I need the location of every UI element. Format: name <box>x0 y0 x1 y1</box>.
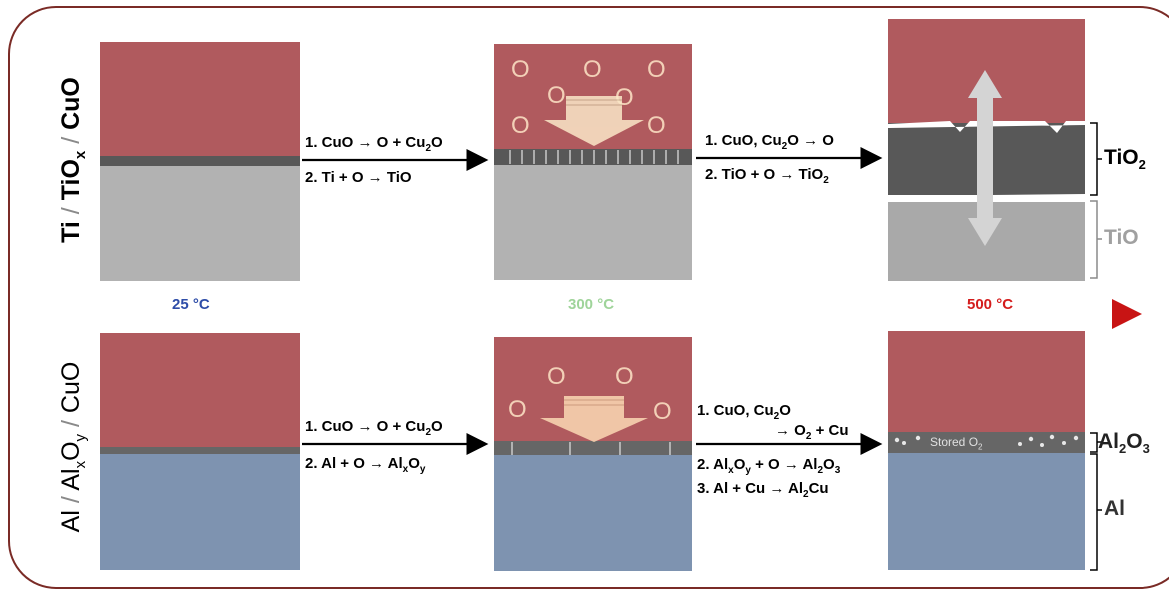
side-label-al2o3: Al2O3 <box>1098 430 1150 457</box>
bracket <box>1090 432 1102 453</box>
side-label-tio2: TiO2 <box>1104 146 1146 173</box>
bottom-stage1-cuo-layer <box>100 333 300 447</box>
oxygen-atom: O <box>647 112 666 139</box>
top-step2-eq1: 1. CuO, Cu2O → O <box>705 132 834 152</box>
top-step1-eq2: 2. Ti + O → TiO <box>305 169 412 186</box>
side-label-tio: TiO <box>1104 226 1139 249</box>
bottom-stage2-al-layer <box>494 455 692 571</box>
stored-o2-dots <box>894 434 1079 447</box>
expansion-double-arrow <box>968 70 1002 246</box>
bottom-stage1-al-layer <box>100 454 300 570</box>
diffusion-arrows <box>509 150 679 164</box>
top-stage1-ti-layer <box>100 166 300 281</box>
bottom-step1-eq2: 2. Al + O → AlxOy <box>305 455 426 475</box>
oxygen-atom: O <box>583 56 602 83</box>
oxygen-atom: O <box>508 396 527 423</box>
bottom-stage1-alox-layer <box>100 447 300 454</box>
bottom-step2-eq3: 3. Al + Cu → Al2Cu <box>697 480 829 500</box>
oxygen-atom: O <box>647 56 666 83</box>
oxygen-flux-arrow <box>540 396 648 442</box>
top-step2-eq2: 2. TiO + O → TiO2 <box>705 166 829 186</box>
temperature-label-25: 25 °C <box>172 296 210 313</box>
bracket <box>1090 122 1102 196</box>
top-stage2-ti-layer <box>494 165 692 280</box>
bottom-stage3-al2o3-layer <box>888 432 1085 453</box>
top-stage1-cuo-layer <box>100 42 300 156</box>
bracket <box>1090 453 1102 571</box>
crack-interface <box>888 121 1085 133</box>
bottom-stage3-al-layer <box>888 453 1085 570</box>
side-label-al: Al <box>1104 497 1125 520</box>
bottom-step1-eq1: 1. CuO → O + Cu2O <box>305 418 443 438</box>
oxygen-atom: O <box>511 112 530 139</box>
bracket <box>1090 200 1102 279</box>
bottom-stage2-alox-layer <box>494 441 692 455</box>
bottom-stage3-cuo-layer <box>888 331 1085 432</box>
top-stage1-tiox-layer <box>100 156 300 166</box>
oxygen-atom: O <box>547 82 566 109</box>
oxygen-atom: O <box>615 363 634 390</box>
bottom-step2-eq2: 2. AlxOy + O → Al2O3 <box>697 456 841 476</box>
diffusion-arrows <box>511 442 671 455</box>
oxygen-atom: O <box>653 398 672 425</box>
bottom-step2-eq1: 1. CuO, Cu2O <box>697 402 791 422</box>
figure-frame <box>8 6 1169 589</box>
stored-o2-label: Stored O2 <box>930 435 983 452</box>
temperature-label-300: 300 °C <box>568 296 615 313</box>
oxygen-atom: O <box>547 363 566 390</box>
oxygen-flux-arrow <box>544 96 644 146</box>
oxygen-atom: O <box>511 56 530 83</box>
temperature-label-500: 500 °C <box>967 296 1014 313</box>
bottom-step2-eq1b: → O2 + Cu <box>775 422 849 442</box>
top-step1-eq1: 1. CuO → O + Cu2O <box>305 134 443 154</box>
